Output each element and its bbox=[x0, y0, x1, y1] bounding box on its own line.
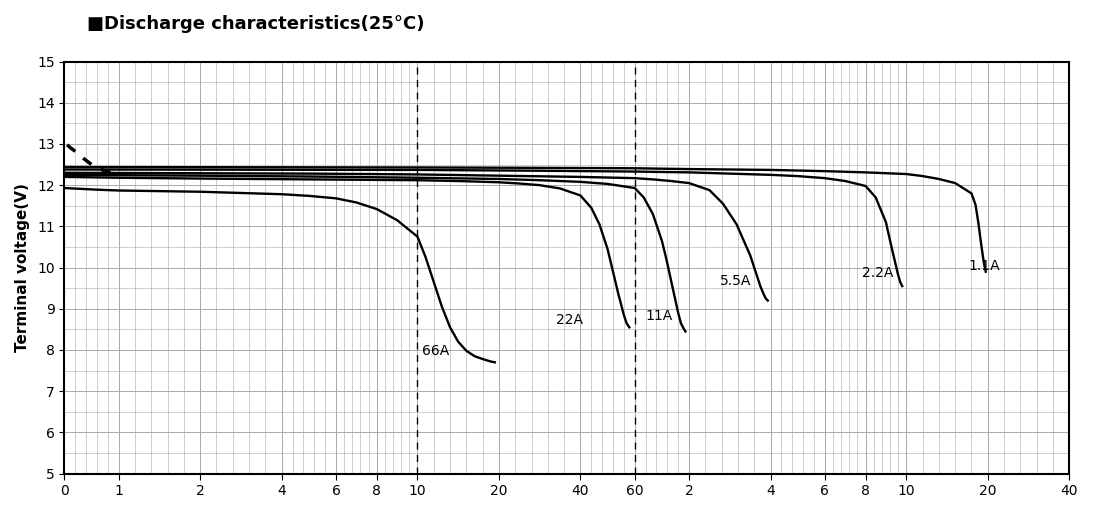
Text: 5.5A: 5.5A bbox=[719, 274, 751, 288]
Text: ■Discharge characteristics(25°C): ■Discharge characteristics(25°C) bbox=[87, 15, 425, 33]
Text: 2.2A: 2.2A bbox=[862, 266, 894, 280]
Text: 22A: 22A bbox=[556, 313, 583, 327]
Text: 66A: 66A bbox=[422, 344, 449, 358]
Text: 11A: 11A bbox=[646, 309, 673, 323]
Y-axis label: Terminal voltage(V): Terminal voltage(V) bbox=[15, 183, 30, 352]
Text: 1.1A: 1.1A bbox=[968, 259, 1000, 273]
